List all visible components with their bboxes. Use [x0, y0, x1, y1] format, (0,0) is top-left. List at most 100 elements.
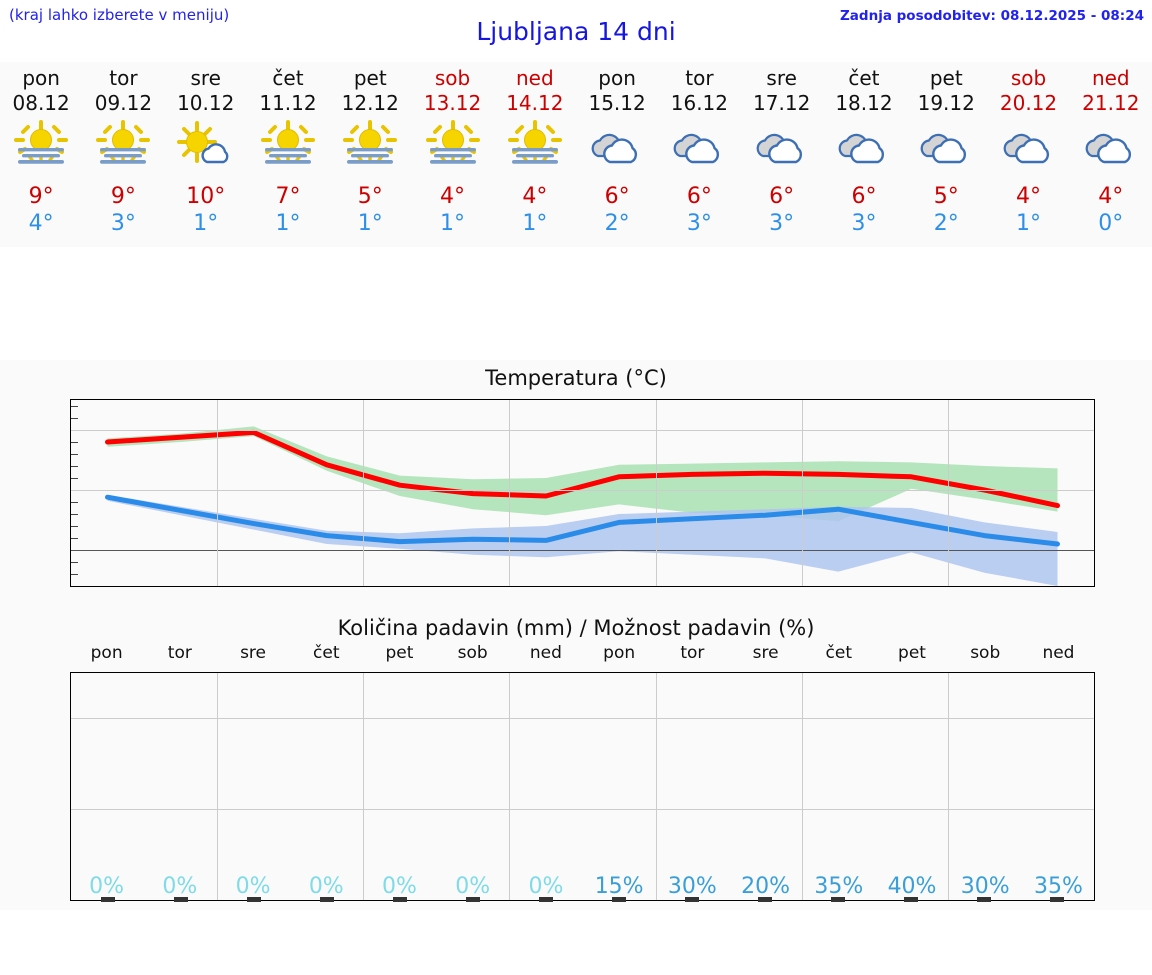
precipitation-chart-panel: Količina padavin (mm) / Možnost padavin … — [0, 610, 1152, 910]
precipitation-gridline — [71, 718, 1094, 720]
day-date-label: 14.12 — [506, 91, 564, 115]
precipitation-x-tick — [100, 897, 115, 902]
precipitation-gridline-v — [947, 673, 949, 900]
top-bar: (kraj lahko izberete v meniju) Ljubljana… — [0, 0, 1152, 62]
precipitation-day-label: pet — [898, 643, 926, 663]
day-column[interactable]: tor 09.12 9° 3° — [82, 62, 164, 247]
overcast-icon — [1000, 118, 1058, 170]
day-max-temp: 7° — [275, 184, 301, 209]
day-of-week-label: sob — [434, 66, 471, 90]
precipitation-gridline — [71, 809, 1094, 811]
day-min-temp: 4° — [28, 211, 54, 236]
precipitation-gridline-v — [801, 673, 803, 900]
day-min-temp: 3° — [110, 211, 136, 236]
precipitation-probability-value: 0% — [308, 874, 344, 899]
day-of-week-label: tor — [109, 66, 138, 90]
precipitation-gridline-v — [217, 673, 219, 900]
day-date-label: 15.12 — [588, 91, 646, 115]
day-date-label: 10.12 — [177, 91, 235, 115]
precipitation-probability-value: 0% — [382, 874, 417, 899]
day-column[interactable]: ned 14.12 4° 1° — [494, 62, 576, 247]
menu-hint: (kraj lahko izberete v meniju) — [9, 6, 230, 24]
day-min-temp: 1° — [1016, 211, 1042, 236]
temperature-minor-tick — [71, 514, 78, 515]
precipitation-day-label: čet — [313, 643, 340, 663]
day-max-temp: 4° — [440, 184, 466, 209]
precipitation-probability-value: 0% — [528, 874, 564, 899]
day-max-temp: 9° — [110, 184, 136, 209]
day-min-temp: 2° — [933, 211, 959, 236]
day-max-temp: 5° — [933, 184, 959, 209]
temperature-gridline-v — [801, 400, 803, 586]
day-column[interactable]: sre 10.12 10° 1° — [165, 62, 247, 247]
precipitation-day-label: tor — [680, 643, 705, 663]
day-date-label: 17.12 — [753, 91, 811, 115]
precipitation-day-label: sre — [240, 643, 267, 663]
sun-cloud-icon — [176, 118, 235, 170]
day-date-label: 11.12 — [259, 91, 317, 115]
day-column[interactable]: sob 13.12 4° 1° — [411, 62, 493, 247]
day-max-temp: 6° — [686, 184, 712, 209]
precipitation-probability-value: 20% — [741, 874, 791, 899]
precipitation-probability-value: 0% — [235, 874, 271, 899]
day-min-temp: 2° — [604, 211, 630, 236]
day-column[interactable]: pet 19.12 5° 2° — [905, 62, 987, 247]
day-min-temp: 3° — [769, 211, 795, 236]
day-date-label: 13.12 — [423, 91, 482, 115]
precipitation-probability-value: 35% — [1034, 874, 1083, 899]
precipitation-probability-row: 0% 0% 0% 0% 0% 0% 0% 15% 30% 20% 35% 40% 30% 35% — [70, 874, 1095, 899]
day-of-week-label: pon — [598, 66, 636, 90]
overcast-icon — [1082, 118, 1140, 170]
precipitation-x-tick — [173, 897, 188, 902]
temperature-gridline — [71, 430, 1094, 431]
sun-mist-icon — [259, 118, 317, 170]
day-column[interactable]: pon 08.12 9° 4° — [0, 62, 82, 247]
sun-mist-icon — [506, 118, 564, 170]
day-column[interactable]: čet 18.12 6° 3° — [823, 62, 905, 247]
day-date-label: 12.12 — [341, 91, 399, 115]
day-column[interactable]: pon 15.12 6° 2° — [576, 62, 658, 247]
day-of-week-label: sre — [766, 66, 797, 90]
precipitation-x-tick — [904, 897, 919, 902]
precipitation-probability-value: 30% — [960, 874, 1010, 899]
day-max-temp: 9° — [28, 184, 54, 209]
overcast-icon — [753, 118, 811, 170]
precipitation-x-tick — [465, 897, 480, 902]
precipitation-x-tick — [392, 897, 407, 902]
overcast-icon — [917, 118, 975, 170]
day-column[interactable]: ned 21.12 4° 0° — [1070, 62, 1152, 247]
temperature-gridline-v — [655, 400, 657, 586]
temperature-minor-tick — [71, 442, 78, 443]
precipitation-plot-area — [70, 672, 1095, 902]
day-min-temp: 1° — [357, 211, 383, 236]
day-column[interactable]: pet 12.12 5° 1° — [329, 62, 411, 247]
temperature-minor-tick — [71, 406, 78, 407]
precipitation-day-label: ned — [1042, 643, 1075, 663]
day-date-label: 20.12 — [999, 91, 1058, 115]
precipitation-probability-value: 0% — [89, 874, 125, 899]
precipitation-day-label: tor — [167, 643, 192, 663]
precipitation-day-label: čet — [825, 643, 853, 663]
temperature-gridline-v — [947, 400, 949, 586]
day-column[interactable]: tor 16.12 6° 3° — [658, 62, 740, 247]
day-of-week-label: ned — [515, 66, 554, 90]
day-min-temp: 1° — [193, 211, 219, 236]
day-of-week-label: ned — [1091, 66, 1130, 90]
day-date-label: 08.12 — [12, 91, 70, 115]
day-column[interactable]: sre 17.12 6° 3° — [741, 62, 823, 247]
day-date-label: 09.12 — [94, 91, 153, 115]
day-min-temp: 1° — [522, 211, 548, 236]
precipitation-gridline-v — [363, 673, 365, 900]
day-max-temp: 4° — [1098, 184, 1124, 209]
day-max-temp: 10° — [186, 184, 226, 209]
precipitation-probability-value: 15% — [594, 874, 644, 899]
precipitation-gridline-v — [655, 673, 657, 900]
precipitation-day-label: pet — [385, 643, 414, 663]
precipitation-probability-value: 0% — [455, 874, 491, 899]
day-column[interactable]: sob 20.12 4° 1° — [987, 62, 1069, 247]
sun-mist-icon — [424, 118, 482, 170]
day-of-week-label: sre — [190, 66, 221, 90]
day-of-week-label: pet — [353, 66, 387, 90]
day-of-week-label: čet — [272, 66, 304, 90]
day-column[interactable]: čet 11.12 7° 1° — [247, 62, 329, 247]
